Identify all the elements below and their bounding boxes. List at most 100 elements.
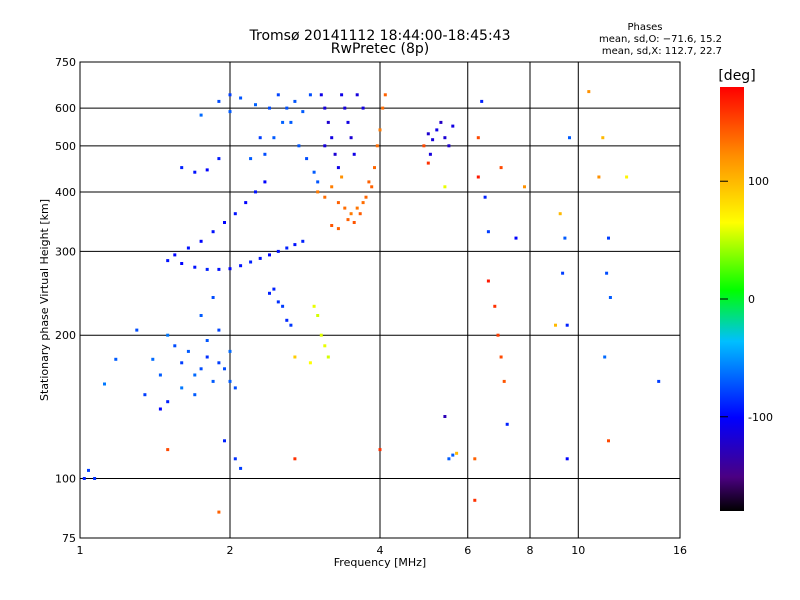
data-point [561,271,565,275]
data-point [239,466,243,470]
data-point [373,166,376,170]
data-point [114,357,118,361]
data-point [486,279,490,283]
data-point [346,120,350,124]
data-point [554,323,557,327]
data-point [158,373,162,377]
colorbar-label: [deg] [718,68,755,84]
data-point [193,373,197,377]
data-point [268,291,271,295]
y-tick-label: 750 [55,56,76,69]
data-point [254,103,257,107]
y-tick-label: 600 [55,102,76,115]
data-point [173,253,177,257]
data-point [499,355,503,359]
data-point [308,93,312,97]
data-point [523,185,526,189]
data-point [326,355,330,359]
data-point [258,256,262,260]
data-point [358,212,362,216]
data-point [217,328,221,332]
data-point [340,175,344,179]
data-point [352,221,356,224]
phase-stats-header: Phases [627,22,662,33]
data-point [381,106,385,110]
data-point [428,152,432,156]
data-point [312,170,316,174]
colorbar-tick-label: 100 [748,175,769,188]
data-point [308,361,312,365]
data-point [233,212,237,216]
data-point [502,379,506,383]
y-tick-label: 400 [55,186,76,199]
data-point [87,468,90,472]
data-point [451,453,455,457]
data-point [186,246,190,250]
data-point [93,477,97,480]
x-tick-label: 4 [377,544,384,557]
data-point [605,271,609,275]
data-point [476,136,480,140]
data-point [316,190,320,194]
data-point [186,349,190,353]
data-point [301,239,305,243]
data-point [223,221,226,224]
data-point [330,224,334,227]
data-point [563,236,567,240]
data-point [223,439,226,443]
data-point [244,201,248,205]
data-point [496,333,500,337]
x-tick-label: 6 [464,544,471,557]
data-point [476,175,480,179]
data-point [158,407,162,411]
data-point [223,367,226,371]
phase-stats-x: mean, sd,X: 112.7, 22.7 [602,46,722,57]
data-point [217,99,221,103]
data-point [349,212,353,216]
data-point [608,296,612,299]
colorbar-tick-label: 0 [748,293,755,306]
data-point [285,318,289,322]
data-point [349,136,353,140]
data-point [305,157,309,161]
data-point [499,166,503,170]
data-point [483,195,487,199]
data-point [205,339,209,342]
data-point [143,393,147,397]
data-point [249,260,253,264]
data-point [217,361,221,365]
data-point [431,138,435,142]
data-point [193,393,197,397]
data-point [625,175,629,179]
data-point [435,128,439,132]
data-point [151,357,155,361]
data-point [603,355,607,359]
data-point [378,448,382,452]
y-tick-label: 500 [55,140,76,153]
data-point [293,457,297,461]
data-point [343,106,347,110]
data-points [82,90,661,514]
y-tick-label: 75 [62,532,76,545]
data-point [480,99,484,103]
data-point [346,218,350,222]
data-point [239,96,243,100]
data-point [199,367,203,371]
data-point [228,110,232,114]
data-point [180,386,184,390]
data-point [447,144,451,148]
data-point [343,206,347,210]
plot-frame [79,61,681,539]
data-point [263,180,267,184]
data-point [422,144,426,148]
data-point [211,230,215,234]
data-point [319,93,323,97]
data-point [486,230,490,234]
data-point [205,168,209,172]
data-point [340,93,344,97]
data-point [205,267,209,271]
data-point [355,93,359,97]
data-point [447,457,451,461]
data-point [323,106,327,110]
x-tick-label: 16 [673,544,687,557]
